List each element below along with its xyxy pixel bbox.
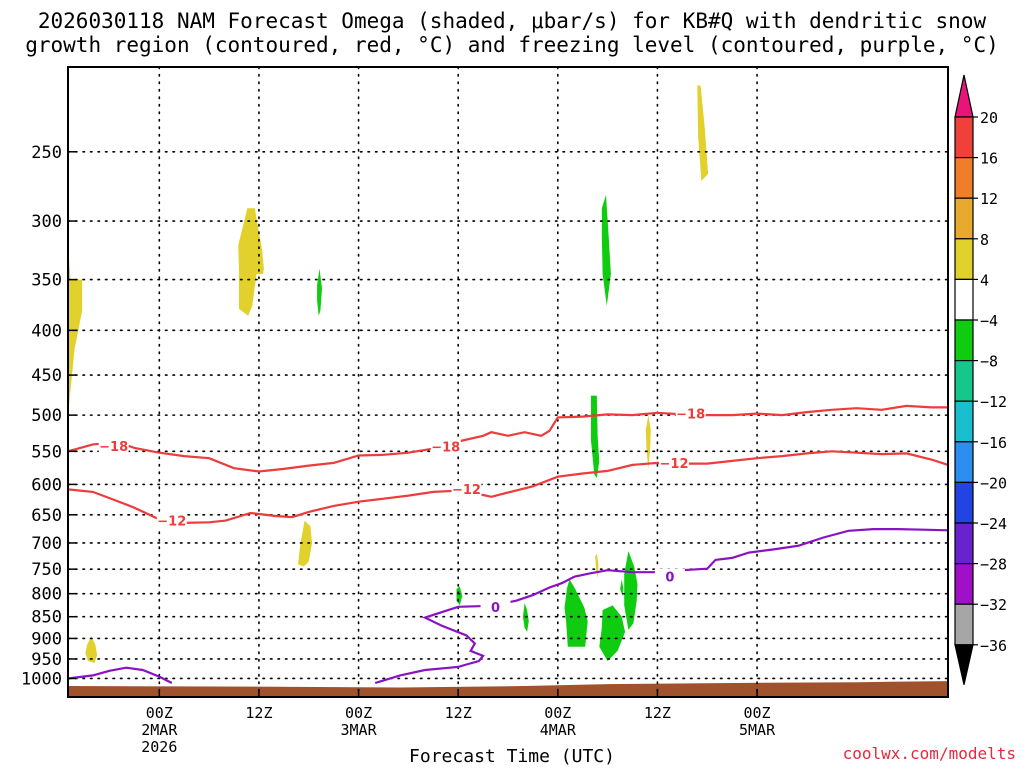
dgz-contour-0 (67, 404, 948, 473)
y-tick-label-650: 650 (31, 506, 62, 526)
dgz-contour-0-label-bg-2 (675, 405, 706, 422)
terrain-band (68, 681, 948, 697)
colorbar-label-6: −8 (980, 353, 998, 371)
y-tick-label-500: 500 (31, 406, 62, 426)
freezing-contour-1-label-1: 0 (665, 571, 674, 586)
colorbar-under-triangle (954, 644, 974, 685)
y-tick-label-750: 750 (31, 560, 62, 580)
y-tick-label-250: 250 (31, 143, 62, 163)
x-axis-title: Forecast Time (UTC) (409, 746, 615, 767)
colorbar-bin-11 (954, 562, 974, 605)
y-tick-label-400: 400 (31, 321, 62, 341)
colorbar-label-9: −20 (980, 474, 1007, 492)
dgz-contour-0-label-1: −18 (431, 440, 460, 455)
chart-title-line-1: 2026030118 NAM Forecast Omega (shaded, μ… (37, 9, 987, 33)
x-tick-label-18-0: 12Z (245, 704, 272, 722)
x-tick-label-30-1: 3MAR (341, 721, 378, 739)
y-tick-label-300: 300 (31, 212, 62, 232)
colorbar-bin-4 (954, 278, 974, 321)
x-tick-label-6-1: 2MAR (141, 721, 178, 739)
dgz-contour-0-label-2: −18 (676, 408, 705, 423)
dgz-contour-1-label-bg-0 (156, 512, 187, 529)
colorbar-bin-3 (954, 238, 974, 281)
dgz-contour-1-label-1: −12 (452, 483, 481, 498)
omega-region-10 (456, 586, 463, 606)
colorbar-label-1: 16 (980, 150, 998, 168)
dgz-contour-0-label-bg-1 (430, 438, 461, 455)
colorbar-bin-7 (954, 400, 974, 443)
colorbar-bin-2 (954, 197, 974, 240)
omega-region-14 (599, 605, 626, 661)
x-tick-label-6-0: 00Z (146, 704, 173, 722)
dgz-contour-1-label-bg-2 (659, 454, 690, 471)
omega-region-3 (298, 520, 313, 567)
y-tick-label-350: 350 (31, 271, 62, 291)
colorbar-label-5: −4 (980, 312, 998, 330)
omega-region-12 (564, 579, 588, 647)
y-tick-label-850: 850 (31, 608, 62, 628)
colorbar-bin-12 (954, 603, 974, 646)
colorbar-label-0: 20 (980, 109, 998, 127)
omega-region-8 (601, 194, 611, 306)
y-tick-label-1000: 1000 (21, 669, 62, 689)
freezing-contour-1 (374, 527, 949, 685)
colorbar-label-12: −32 (980, 596, 1007, 614)
colorbar-label-4: 4 (980, 271, 989, 289)
omega-region-6 (595, 553, 599, 579)
x-tick-label-66-0: 12Z (644, 704, 671, 722)
colorbar-over-triangle (954, 74, 974, 118)
x-tick-label-78-1: 5MAR (739, 721, 776, 739)
y-tick-label-700: 700 (31, 534, 62, 554)
omega-region-9 (591, 395, 600, 478)
colorbar-label-3: 8 (980, 231, 989, 249)
x-tick-label-6-2: 2026 (141, 738, 177, 756)
freezing-contour-1-label-0: 0 (491, 601, 500, 616)
colorbar-label-10: −24 (980, 515, 1007, 533)
colorbar-label-2: 12 (980, 190, 998, 208)
freezing-contour-1-label-bg-1 (654, 568, 685, 585)
colorbar-bin-6 (954, 360, 974, 402)
omega-region-2 (238, 208, 264, 316)
y-tick-label-900: 900 (31, 629, 62, 649)
omega-region-7 (317, 268, 322, 316)
x-tick-label-54-0: 00Z (544, 704, 571, 722)
colorbar-bin-0 (954, 116, 974, 159)
y-tick-label-600: 600 (31, 475, 62, 495)
colorbar-label-13: −36 (980, 637, 1007, 655)
x-tick-label-42-0: 12Z (445, 704, 472, 722)
dgz-contour-1-label-bg-1 (451, 480, 482, 497)
colorbar-bin-9 (954, 481, 974, 524)
omega-region-11 (522, 603, 529, 632)
x-tick-label-30-0: 00Z (345, 704, 372, 722)
omega-region-5 (645, 415, 651, 469)
colorbar-label-7: −12 (980, 393, 1007, 411)
colorbar-label-11: −28 (980, 556, 1007, 574)
colorbar-label-8: −16 (980, 434, 1007, 452)
colorbar-bin-10 (954, 522, 974, 565)
x-tick-label-78-0: 00Z (744, 704, 771, 722)
colorbar-bin-1 (954, 157, 974, 199)
dgz-contour-1-label-0: −12 (157, 515, 186, 530)
colorbar-bin-5 (954, 319, 974, 362)
chart-title-line-2: growth region (contoured, red, °C) and f… (25, 33, 999, 57)
omega-region-1 (85, 636, 98, 663)
omega-region-13 (624, 551, 638, 630)
x-tick-label-54-1: 4MAR (540, 721, 577, 739)
credit-link[interactable]: coolwx.com/modelts (842, 744, 1016, 763)
freezing-contour-1-label-bg-0 (480, 598, 511, 615)
plot-frame (67, 66, 949, 698)
freezing-contour-0 (67, 666, 173, 684)
y-tick-label-450: 450 (31, 366, 62, 386)
omega-region-15 (620, 579, 624, 597)
y-tick-label-800: 800 (31, 585, 62, 605)
omega-region-4 (697, 85, 709, 181)
dgz-contour-1-label-2: −12 (660, 457, 689, 472)
y-tick-label-950: 950 (31, 650, 62, 670)
dgz-contour-0-label-bg-0 (98, 437, 129, 454)
y-tick-label-550: 550 (31, 442, 62, 462)
dgz-contour-0-label-0: −18 (99, 440, 128, 455)
colorbar-bin-8 (954, 441, 974, 483)
dgz-contour-1 (67, 450, 949, 525)
